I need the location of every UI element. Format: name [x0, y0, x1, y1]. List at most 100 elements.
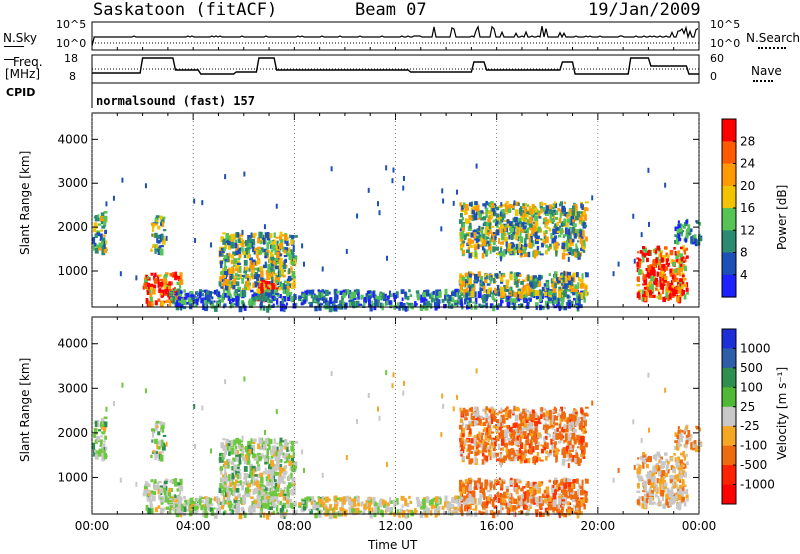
power-echo-cell: [262, 305, 266, 311]
power-echo-cell: [388, 300, 392, 305]
velocity-echo-cell: [561, 499, 566, 502]
power-echo-cell: [290, 267, 293, 273]
velocity-echo-cell: [268, 463, 272, 470]
power-echo-cell: [156, 238, 159, 244]
power-echo-cell: [283, 284, 287, 287]
velocity-echo-cell: [501, 418, 506, 424]
velocity-echo-cell: [237, 469, 241, 472]
power-echo-cell: [352, 296, 357, 300]
power-echo-cell: [676, 296, 680, 303]
velocity-echo-cell: [276, 504, 279, 512]
power-echo-cell: [268, 274, 272, 279]
velocity-echo-cell: [485, 509, 488, 516]
power-echo-cell: [671, 275, 675, 280]
velocity-echo-cell: [153, 482, 156, 487]
power-echo-cell: [317, 289, 320, 292]
power-echo-cell: [679, 272, 682, 277]
velocity-echo-cell: [539, 459, 544, 462]
velocity-echo-cell: [551, 443, 555, 450]
power-echo-cell: [220, 264, 223, 269]
power-echo-cell: [349, 289, 352, 293]
power-echo-cell: [558, 217, 562, 224]
velocity-echo-cell: [281, 489, 286, 497]
power-echo-cell: [252, 297, 257, 302]
velocity-echo-cell: [235, 473, 238, 478]
velocity-echo-cell: [160, 497, 163, 501]
power-echo-cell: [474, 238, 478, 241]
power-echo-cell: [274, 261, 278, 266]
power-echo-cell: [326, 302, 329, 307]
power-echo-cell: [268, 285, 272, 288]
power-echo-cell: [636, 262, 639, 268]
power-echo-cell: [149, 288, 152, 295]
power-echo-cell: [176, 281, 180, 285]
velocity-echo-cell: [490, 510, 493, 514]
power-echo-cell: [534, 221, 538, 229]
power-echo-cell: [508, 292, 511, 295]
power-echo-cell: [178, 282, 181, 289]
power-echo-cell: [513, 291, 518, 298]
power-echo-cell: [575, 246, 578, 249]
velocity-echo-cell: [516, 453, 520, 456]
velocity-echo-cell: [508, 494, 512, 501]
power-echo-cell: [529, 208, 534, 214]
power-echo-cell: [254, 272, 259, 276]
power-echo-cell: [654, 249, 658, 254]
velocity-echo-cell: [507, 412, 512, 419]
velocity-echo-cell: [480, 435, 484, 441]
velocity-echo-cell: [150, 428, 154, 432]
power-echo-cell: [532, 275, 537, 280]
velocity-echo-cell: [287, 482, 292, 488]
nsky-line: [91, 24, 699, 47]
velocity-echo-cell: [291, 489, 295, 496]
power-echo-cell: [569, 295, 572, 299]
power-echo-cell: [571, 277, 574, 282]
velocity-echo-cell: [563, 490, 567, 493]
velocity-echo-cell: [503, 438, 507, 442]
power-echo-cell: [561, 227, 564, 230]
velocity-echo-cell: [220, 453, 225, 460]
velocity-echo-cell: [492, 444, 496, 452]
power-echo-cell: [500, 224, 504, 229]
power-echo-cell: [143, 282, 148, 289]
velocity-echo-cell: [469, 423, 473, 426]
power-echo-cell: [482, 203, 486, 207]
power-echo-cell: [555, 227, 559, 235]
velocity-echo-cell: [152, 428, 156, 433]
velocity-echo-cell: [262, 512, 266, 518]
power-echo-cell: [528, 237, 531, 243]
power-echo-cell: [566, 211, 570, 216]
freq-units-label: [MHz]: [5, 67, 41, 81]
velocity-echo-cell: [534, 437, 538, 444]
power-echo-cell: [162, 281, 166, 286]
velocity-echo-cell: [273, 490, 277, 493]
velocity-echo-cell: [266, 513, 270, 520]
power-echo-cell: [501, 204, 506, 207]
power-echo-cell: [514, 209, 519, 216]
velocity-echo-cell: [555, 483, 559, 490]
power-echo-cell: [173, 292, 177, 294]
power-echo-cell: [575, 292, 578, 296]
velocity-echo-cell: [267, 474, 271, 480]
velocity-echo-cell: [476, 433, 480, 440]
velocity-echo-cell: [477, 497, 482, 505]
velocity-echo-cell: [291, 440, 295, 445]
power-echo-cell: [348, 299, 352, 303]
velocity-echo-cell: [500, 486, 504, 491]
velocity-echo-cell: [246, 459, 251, 465]
velocity-echo-cell: [254, 480, 257, 486]
velocity-echo-cell: [247, 440, 251, 447]
velocity-echo-cell: [256, 489, 260, 492]
velocity-echo-cell: [143, 489, 148, 496]
power-echo-cell: [648, 221, 651, 227]
velocity-echo-cell: [511, 433, 515, 438]
power-echo-cell: [560, 201, 563, 206]
velocity-echo-cell: [464, 440, 467, 445]
power-echo-cell: [543, 203, 547, 206]
power-echo-cell: [476, 235, 481, 238]
velocity-echo-cell: [574, 512, 578, 515]
power-echo-cell: [275, 203, 278, 209]
power-echo-cell: [333, 296, 338, 303]
power-echo-cell: [656, 295, 660, 299]
